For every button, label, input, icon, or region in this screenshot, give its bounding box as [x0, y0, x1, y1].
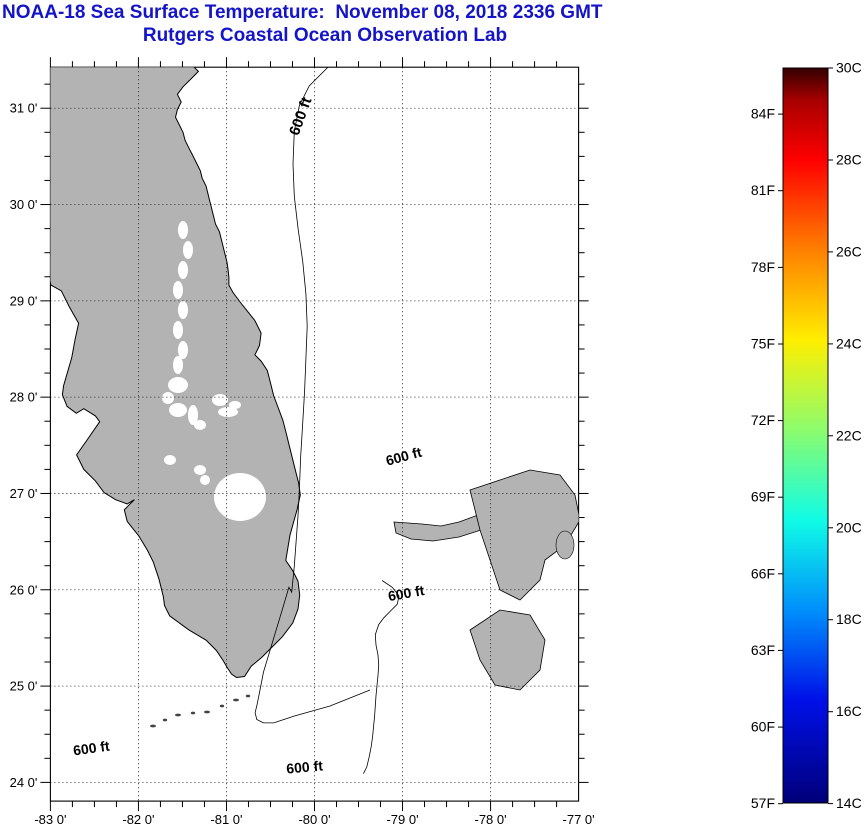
svg-text:27 0': 27 0' — [10, 486, 38, 501]
svg-text:20C: 20C — [836, 519, 862, 535]
svg-text:600 ft: 600 ft — [286, 757, 324, 776]
svg-text:84F: 84F — [751, 106, 775, 122]
svg-text:24C: 24C — [836, 335, 862, 351]
svg-text:-79 0': -79 0' — [386, 812, 418, 827]
svg-text:-83 0': -83 0' — [34, 812, 66, 827]
svg-text:-82 0': -82 0' — [122, 812, 154, 827]
svg-text:29 0': 29 0' — [10, 293, 38, 308]
svg-text:24 0': 24 0' — [10, 775, 38, 790]
svg-text:28 0': 28 0' — [10, 390, 38, 405]
svg-text:-80 0': -80 0' — [298, 812, 330, 827]
svg-text:25 0': 25 0' — [10, 679, 38, 694]
svg-text:28C: 28C — [836, 152, 862, 168]
svg-text:18C: 18C — [836, 611, 862, 627]
svg-text:81F: 81F — [751, 182, 775, 198]
svg-text:-78 0': -78 0' — [475, 812, 507, 827]
svg-text:63F: 63F — [751, 642, 775, 658]
svg-text:31 0': 31 0' — [10, 101, 38, 116]
svg-text:-77 0': -77 0' — [563, 812, 595, 827]
svg-text:69F: 69F — [751, 489, 775, 505]
svg-text:30 0': 30 0' — [10, 197, 38, 212]
svg-text:72F: 72F — [751, 412, 775, 428]
svg-text:16C: 16C — [836, 703, 862, 719]
svg-text:26C: 26C — [836, 243, 862, 259]
svg-text:75F: 75F — [751, 336, 775, 352]
svg-text:22C: 22C — [836, 427, 862, 443]
svg-text:26 0': 26 0' — [10, 582, 38, 597]
svg-text:-81 0': -81 0' — [210, 812, 242, 827]
svg-text:30C: 30C — [836, 60, 862, 76]
svg-text:14C: 14C — [836, 795, 862, 811]
svg-text:78F: 78F — [751, 259, 775, 275]
svg-text:66F: 66F — [751, 565, 775, 581]
svg-text:57F: 57F — [751, 795, 775, 811]
svg-text:60F: 60F — [751, 719, 775, 735]
